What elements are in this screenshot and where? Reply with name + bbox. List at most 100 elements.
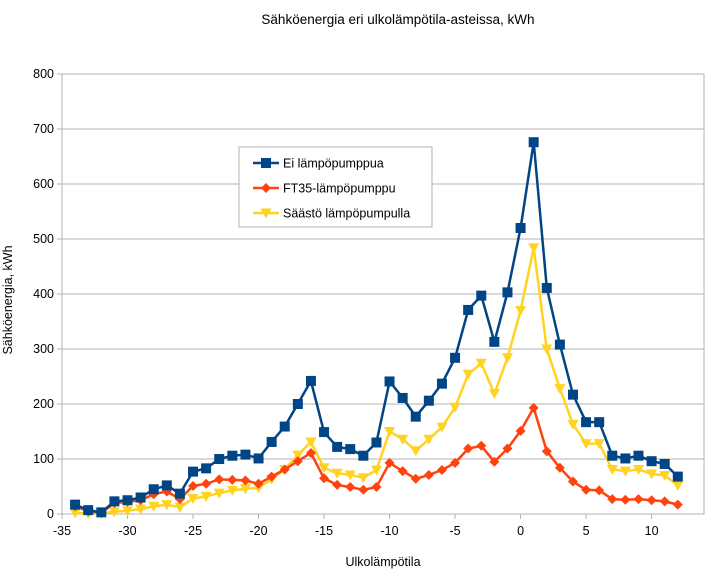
data-point <box>515 223 526 233</box>
x-axis-label: Ulkolämpötila <box>345 555 420 569</box>
data-point <box>410 446 422 457</box>
data-point <box>332 441 343 452</box>
data-point <box>266 436 277 447</box>
x-tick-label: -20 <box>249 524 267 538</box>
data-point <box>515 425 526 436</box>
data-point <box>410 473 421 484</box>
data-point <box>279 421 290 432</box>
data-point <box>226 485 238 496</box>
legend-item: FT35-lämpöpumppu <box>253 182 396 196</box>
data-point <box>240 475 251 486</box>
data-point <box>148 501 160 512</box>
data-point <box>174 502 186 513</box>
data-point <box>606 464 618 475</box>
data-point <box>423 434 435 445</box>
data-point <box>358 484 369 495</box>
data-point <box>436 465 447 475</box>
data-point <box>489 456 500 467</box>
data-point <box>122 495 133 506</box>
data-point <box>371 482 382 493</box>
x-tick-label: 0 <box>517 524 524 538</box>
x-tick-label: -10 <box>381 524 399 538</box>
data-point <box>292 456 303 467</box>
x-tick-label: -5 <box>449 524 460 538</box>
data-point <box>69 508 81 519</box>
data-point <box>463 304 474 315</box>
data-point <box>319 427 330 438</box>
data-point <box>109 496 120 507</box>
data-point <box>135 504 147 515</box>
data-point <box>122 506 134 517</box>
data-point <box>541 282 552 293</box>
data-point <box>397 434 409 445</box>
data-point <box>319 473 330 484</box>
data-point <box>292 450 304 461</box>
data-point <box>476 440 487 451</box>
data-point <box>397 392 408 403</box>
data-point <box>515 306 527 316</box>
data-point <box>593 439 605 450</box>
y-axis-label: Sähköenergia, kWh <box>1 245 15 354</box>
data-point <box>384 376 395 387</box>
series-1 <box>70 137 683 518</box>
data-point <box>436 422 448 433</box>
data-point <box>620 494 631 505</box>
data-point <box>357 473 369 484</box>
data-point <box>607 450 618 461</box>
data-point <box>554 339 565 350</box>
data-point <box>187 494 199 505</box>
data-point <box>646 456 657 467</box>
data-point <box>450 352 461 363</box>
data-point <box>384 427 396 437</box>
data-point <box>502 287 513 298</box>
x-axis-ticks: -35 -30 -25 -20 -15 -10 -5 0 5 10 <box>53 514 659 538</box>
data-point <box>318 463 330 474</box>
data-point <box>528 137 539 148</box>
data-point <box>423 395 434 406</box>
data-point <box>450 457 461 468</box>
data-point <box>135 492 146 503</box>
data-point <box>227 474 238 485</box>
data-point <box>188 480 199 491</box>
data-point <box>463 443 474 454</box>
data-point <box>619 466 631 477</box>
data-point <box>331 468 343 479</box>
data-point <box>423 469 434 480</box>
data-point <box>96 507 107 518</box>
data-point <box>672 499 683 510</box>
x-tick-label: -35 <box>53 524 71 538</box>
y-tick-label: 200 <box>33 397 54 411</box>
y-tick-label: 0 <box>47 507 54 521</box>
data-point <box>279 464 290 475</box>
data-point <box>200 491 212 502</box>
data-point <box>607 494 618 505</box>
data-point <box>384 457 395 468</box>
x-tick-label: -15 <box>315 524 333 538</box>
data-point <box>554 384 566 395</box>
y-tick-label: 700 <box>33 122 54 136</box>
data-point <box>344 470 356 481</box>
data-point <box>580 439 592 450</box>
data-point <box>620 453 631 464</box>
legend-marker <box>260 208 272 219</box>
data-point <box>581 417 592 428</box>
data-point <box>83 505 94 516</box>
data-point <box>213 488 225 499</box>
data-point <box>581 484 592 495</box>
gridlines <box>62 73 704 460</box>
data-point <box>633 450 644 461</box>
data-point <box>174 488 185 499</box>
legend-label: Säästö lämpöpumpulla <box>283 207 410 221</box>
data-point <box>305 447 316 458</box>
data-point <box>659 471 671 481</box>
data-point <box>370 465 382 476</box>
y-tick-label: 500 <box>33 232 54 246</box>
data-point <box>554 462 565 473</box>
data-point <box>488 389 500 400</box>
data-point <box>410 411 421 422</box>
data-point <box>659 458 670 469</box>
series-group <box>69 137 684 519</box>
data-point <box>397 466 408 477</box>
data-point <box>672 471 683 482</box>
